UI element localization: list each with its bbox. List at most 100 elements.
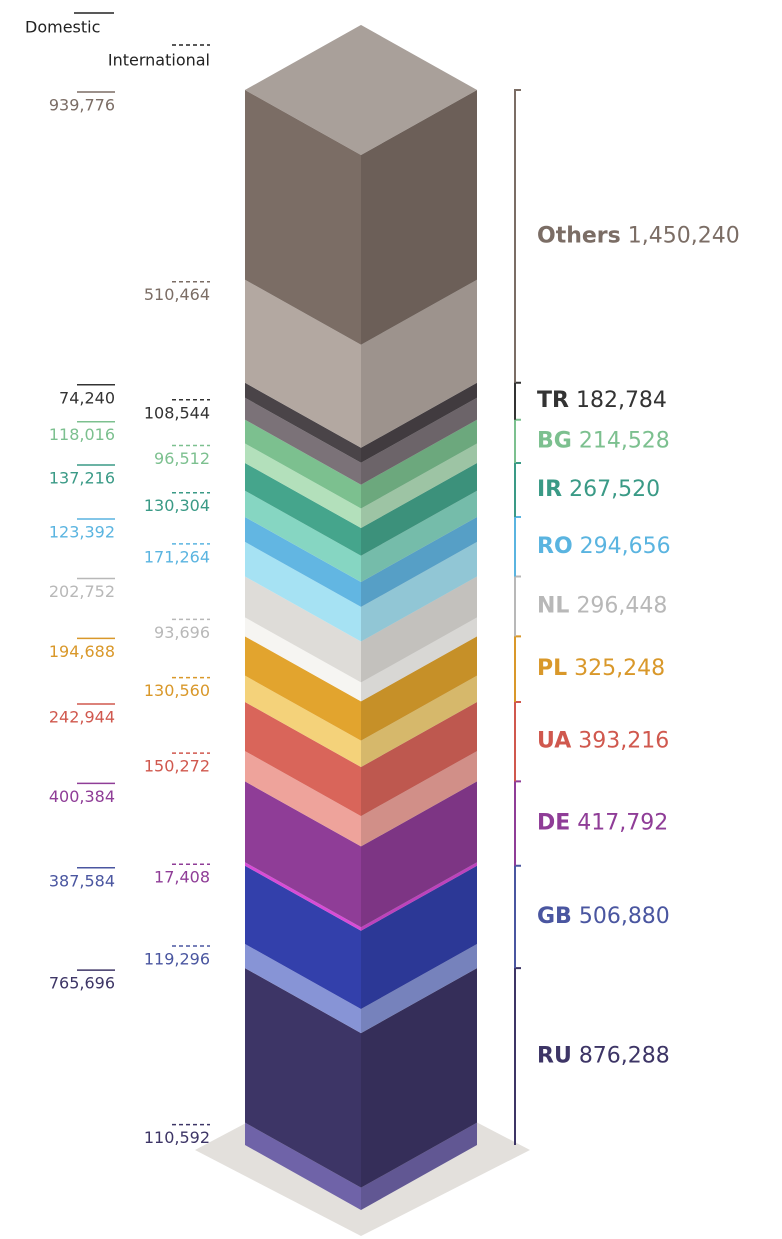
international-label: 171,264 bbox=[144, 547, 210, 566]
segment-left-face bbox=[245, 617, 361, 702]
category-name: DE bbox=[537, 811, 570, 836]
segment-left-face bbox=[245, 751, 361, 847]
segment-right-face bbox=[361, 862, 477, 931]
segment-right-face bbox=[361, 382, 477, 463]
segment-left-face bbox=[245, 397, 361, 485]
total-bracket bbox=[514, 516, 521, 577]
category-name: IR bbox=[537, 477, 562, 502]
international-label: 17,408 bbox=[154, 868, 210, 887]
category-name: NL bbox=[537, 593, 569, 618]
segment-right-face bbox=[361, 541, 477, 642]
segment-right-face bbox=[361, 944, 477, 1034]
domestic-label: 118,016 bbox=[49, 425, 115, 444]
total-bracket bbox=[514, 418, 521, 464]
total-label: TR 182,784 bbox=[537, 388, 667, 413]
segment-right-face bbox=[361, 517, 477, 607]
total-bracket bbox=[514, 575, 521, 637]
domestic-label: 74,240 bbox=[59, 388, 115, 407]
international-label: 150,272 bbox=[144, 757, 210, 776]
segment-left-face bbox=[245, 865, 361, 1010]
segment-right-face bbox=[361, 463, 477, 556]
segment-right-face bbox=[361, 702, 477, 817]
total-bracket bbox=[514, 967, 521, 1145]
category-name: RU bbox=[537, 1044, 572, 1069]
total-label: RU 876,288 bbox=[537, 1044, 670, 1069]
category-name: UA bbox=[537, 729, 571, 754]
segment-right-face bbox=[361, 1122, 477, 1210]
segment-right-face bbox=[361, 675, 477, 768]
category-name: PL bbox=[537, 656, 567, 681]
total-value: 296,448 bbox=[576, 593, 667, 618]
total-label: DE 417,792 bbox=[537, 811, 668, 836]
total-value: 1,450,240 bbox=[628, 223, 740, 248]
segment-right-face bbox=[361, 636, 477, 741]
legend-international: International bbox=[108, 51, 210, 70]
segment-right-face bbox=[361, 751, 477, 847]
domestic-label: 123,392 bbox=[49, 523, 115, 542]
category-name: GB bbox=[537, 904, 572, 929]
total-value: 294,656 bbox=[580, 534, 671, 559]
segment-left-face bbox=[245, 702, 361, 817]
segment-left-face bbox=[245, 419, 361, 509]
total-value: 506,880 bbox=[579, 904, 670, 929]
domestic-label: 400,384 bbox=[49, 787, 115, 806]
segment-left-face bbox=[245, 636, 361, 741]
legend-domestic: Domestic bbox=[25, 18, 100, 37]
international-label: 130,560 bbox=[144, 681, 210, 700]
segment-left-face bbox=[245, 576, 361, 683]
segment-right-face bbox=[361, 279, 477, 448]
segment-right-face bbox=[361, 617, 477, 702]
segment-left-face bbox=[245, 862, 361, 931]
segment-right-face bbox=[361, 865, 477, 1010]
category-name: RO bbox=[537, 534, 573, 559]
total-bracket bbox=[514, 864, 521, 969]
total-label: PL 325,248 bbox=[537, 656, 665, 681]
total-bracket bbox=[514, 462, 521, 518]
total-bracket bbox=[514, 89, 521, 383]
total-label: BG 214,528 bbox=[537, 428, 670, 453]
segment-left-face bbox=[245, 443, 361, 529]
domestic-label: 194,688 bbox=[49, 642, 115, 661]
total-bracket bbox=[514, 780, 521, 866]
segment-right-face bbox=[361, 968, 477, 1188]
total-value: 393,216 bbox=[578, 729, 669, 754]
international-label: 108,544 bbox=[144, 403, 210, 422]
segment-right-face bbox=[361, 397, 477, 485]
right-face-shade bbox=[361, 90, 477, 1210]
domestic-label: 202,752 bbox=[49, 582, 115, 601]
segment-left-face bbox=[245, 490, 361, 583]
total-value: 417,792 bbox=[577, 811, 668, 836]
segment-left-face bbox=[245, 675, 361, 768]
domestic-label: 387,584 bbox=[49, 871, 115, 890]
total-label: IR 267,520 bbox=[537, 477, 660, 502]
international-label: 110,592 bbox=[144, 1128, 210, 1147]
total-value: 325,248 bbox=[574, 656, 665, 681]
segment-left-face bbox=[245, 944, 361, 1034]
total-label: UA 393,216 bbox=[537, 729, 669, 754]
domestic-label: 137,216 bbox=[49, 469, 115, 488]
total-value: 876,288 bbox=[579, 1044, 670, 1069]
international-label: 130,304 bbox=[144, 496, 210, 515]
category-name: Others bbox=[537, 223, 621, 248]
top-face-highlight bbox=[245, 25, 477, 155]
segment-left-face bbox=[245, 279, 361, 448]
segment-left-face bbox=[245, 968, 361, 1188]
total-label: RO 294,656 bbox=[537, 534, 671, 559]
category-name: BG bbox=[537, 428, 572, 453]
total-bracket bbox=[514, 701, 521, 782]
international-label: 510,464 bbox=[144, 285, 210, 304]
segment-left-face bbox=[245, 90, 361, 345]
total-label: NL 296,448 bbox=[537, 593, 667, 618]
domestic-label: 939,776 bbox=[49, 96, 115, 115]
segment-left-face bbox=[245, 382, 361, 463]
segment-right-face bbox=[361, 443, 477, 529]
segment-left-face bbox=[245, 517, 361, 607]
total-bracket bbox=[514, 381, 521, 420]
segment-left-face bbox=[245, 1122, 361, 1210]
category-name: TR bbox=[537, 388, 569, 413]
segment-right-face bbox=[361, 781, 477, 928]
segment-right-face bbox=[361, 419, 477, 509]
total-value: 267,520 bbox=[569, 477, 660, 502]
total-bracket bbox=[514, 635, 521, 703]
